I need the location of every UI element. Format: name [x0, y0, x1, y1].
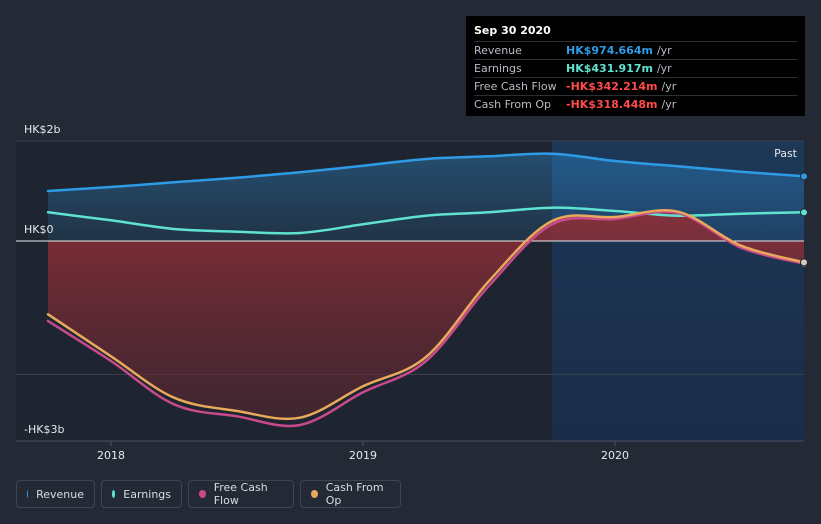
- earnings-dot-icon: [112, 490, 116, 498]
- y-axis-label: -HK$3b: [24, 423, 64, 436]
- tooltip-label: Cash From Op: [474, 98, 552, 111]
- y-axis-label: HK$2b: [24, 123, 60, 136]
- revenue-end-point: [800, 172, 808, 181]
- tooltip-label: Revenue: [474, 44, 522, 57]
- tooltip-unit: /yr: [661, 80, 677, 93]
- y-axis-label: HK$0: [24, 223, 53, 236]
- earnings-end-point: [800, 208, 808, 217]
- legend-item-cash-from-op[interactable]: Cash From Op: [300, 480, 401, 508]
- free-cash-flow-dot-icon: [199, 490, 206, 498]
- tooltip-unit: /yr: [656, 44, 672, 57]
- legend-item-earnings[interactable]: Earnings: [101, 480, 182, 508]
- legend-label: Revenue: [36, 487, 84, 501]
- earnings-line: [46, 206, 806, 235]
- legend-label: Cash From Op: [325, 481, 384, 507]
- revenue-line: [46, 152, 806, 193]
- tooltip-row-earnings: Earnings HK$431.917m /yr: [474, 59, 797, 77]
- cash-flow-area: [48, 210, 804, 419]
- legend-label: Free Cash Flow: [213, 481, 268, 507]
- x-tick-label: 2019: [349, 449, 377, 462]
- tooltip-row-revenue: Revenue HK$974.664m /yr: [474, 41, 797, 59]
- tooltip-value: HK$431.917m: [566, 62, 653, 75]
- tooltip-date: Sep 30 2020: [474, 24, 551, 37]
- tooltip-label: Free Cash Flow: [474, 80, 557, 93]
- cash-from-op-end-point: [800, 258, 808, 267]
- revenue-dot-icon: [27, 490, 29, 498]
- cash-from-op-line: [46, 208, 806, 421]
- tooltip-label: Earnings: [474, 62, 522, 75]
- free-cash-flow-line: [46, 210, 806, 428]
- tooltip-unit: /yr: [656, 62, 672, 75]
- tooltip-row-cash-from-op: Cash From Op -HK$318.448m /yr: [474, 95, 797, 113]
- x-tick-label: 2020: [601, 449, 629, 462]
- tooltip-value: -HK$318.448m: [566, 98, 658, 111]
- tooltip-unit: /yr: [661, 98, 677, 111]
- legend-label: Earnings: [123, 487, 171, 501]
- x-tick-label: 2018: [97, 449, 125, 462]
- tooltip-value: HK$974.664m: [566, 44, 653, 57]
- tooltip-row-free-cash-flow: Free Cash Flow -HK$342.214m /yr: [474, 77, 797, 95]
- past-label: Past: [774, 147, 798, 160]
- cash-from-op-dot-icon: [311, 490, 318, 498]
- legend-item-free-cash-flow[interactable]: Free Cash Flow: [188, 480, 294, 508]
- legend: Revenue Earnings Free Cash Flow Cash Fro…: [16, 480, 407, 508]
- tooltip-panel: Sep 30 2020 Revenue HK$974.664m /yr Earn…: [466, 16, 805, 116]
- tooltip-value: -HK$342.214m: [566, 80, 658, 93]
- legend-item-revenue[interactable]: Revenue: [16, 480, 95, 508]
